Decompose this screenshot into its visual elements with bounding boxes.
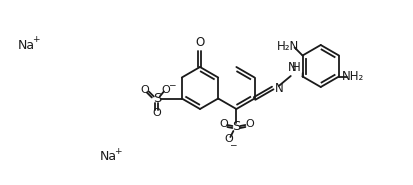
Text: O: O [140, 85, 149, 95]
Text: +: + [32, 34, 40, 43]
Text: O: O [152, 107, 161, 117]
Text: −: − [228, 140, 235, 149]
Text: O: O [195, 36, 204, 49]
Text: NH₂: NH₂ [341, 70, 363, 83]
Text: H: H [291, 61, 300, 74]
Text: O: O [161, 85, 170, 95]
Text: O: O [218, 119, 227, 129]
Text: Na: Na [18, 38, 35, 51]
Text: O: O [223, 134, 232, 144]
Text: Na: Na [100, 151, 117, 164]
Text: N: N [274, 82, 283, 95]
Text: S: S [232, 120, 240, 134]
Text: +: + [114, 147, 121, 156]
Text: O: O [244, 119, 253, 129]
Text: H₂N: H₂N [277, 40, 299, 53]
Text: −: − [168, 80, 175, 89]
Text: N: N [287, 61, 296, 74]
Text: S: S [152, 92, 161, 105]
